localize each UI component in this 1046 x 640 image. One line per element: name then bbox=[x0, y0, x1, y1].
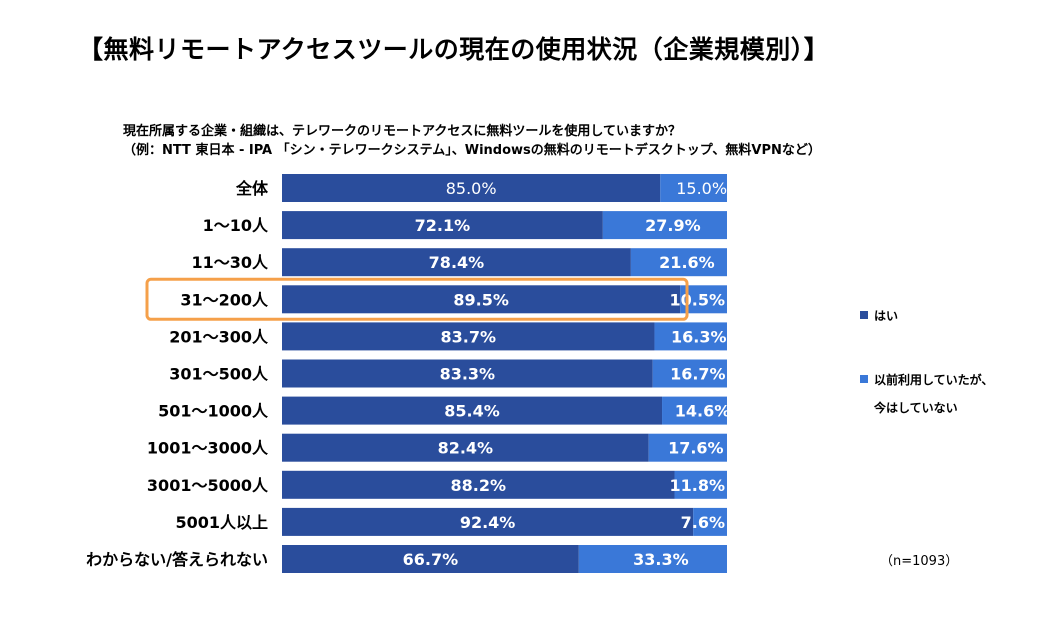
data-label-yes: 85.0% bbox=[446, 179, 497, 198]
data-label-formerly: 7.6% bbox=[681, 513, 725, 532]
data-label-yes: 72.1% bbox=[415, 216, 471, 235]
data-label-formerly: 17.6% bbox=[668, 439, 724, 458]
category-label: 全体 bbox=[235, 179, 269, 198]
category-label: 11～30人 bbox=[191, 253, 269, 272]
bar-segment-yes bbox=[282, 211, 603, 240]
survey-question-line-1: 現在所属する企業・組織は、テレワークのリモートアクセスに無料ツールを使用していま… bbox=[123, 124, 681, 139]
highlight-layer bbox=[145, 277, 689, 321]
data-label-formerly: 16.7% bbox=[670, 365, 726, 384]
bar-segment-yes bbox=[282, 507, 694, 536]
legend-label-formerly-line-2: 今はしていない bbox=[873, 400, 958, 415]
category-label: 3001～5000人 bbox=[147, 476, 269, 495]
bar-segment-yes bbox=[282, 433, 649, 462]
bar-segment-formerly bbox=[630, 248, 727, 277]
legend-swatch-formerly bbox=[860, 375, 868, 383]
bar-segment-yes bbox=[282, 545, 579, 573]
legend-label-formerly-line-1: 以前利用していたが、 bbox=[874, 372, 993, 387]
bar-segment-formerly bbox=[693, 507, 727, 536]
legend-label-yes: はい bbox=[874, 309, 898, 323]
bar-segment-formerly bbox=[648, 433, 727, 462]
bar-segment-formerly bbox=[652, 359, 727, 388]
bar-segment-formerly bbox=[654, 322, 727, 351]
category-label: 31～200人 bbox=[180, 290, 269, 309]
bar-segment-yes bbox=[282, 359, 653, 388]
category-label: 1～10人 bbox=[203, 216, 269, 235]
data-label-formerly: 16.3% bbox=[671, 327, 727, 346]
bar-segment-yes bbox=[282, 396, 663, 425]
labels-layer: 全体 85.0% 15.0% 1～10人 72.1% 27.9% 11～30人 78.4% 21… bbox=[86, 179, 730, 569]
bar-segment-formerly bbox=[602, 211, 727, 240]
category-label: 301～500人 bbox=[169, 365, 269, 384]
category-label: 1001～3000人 bbox=[147, 439, 269, 458]
data-label-yes: 88.2% bbox=[450, 476, 506, 495]
data-label-yes: 83.3% bbox=[440, 365, 496, 384]
category-label: 5001人以上 bbox=[175, 513, 268, 532]
bar-segment-formerly bbox=[662, 396, 727, 425]
bar-segment-yes bbox=[282, 248, 631, 277]
data-label-yes: 89.5% bbox=[453, 290, 509, 309]
page-title: 【無料リモートアクセスツールの現在の使用状況（企業規模別）】 bbox=[78, 35, 830, 64]
data-label-yes: 78.4% bbox=[429, 253, 485, 272]
highlight-box bbox=[145, 277, 689, 321]
data-label-formerly: 14.6% bbox=[675, 402, 731, 421]
bar-segment-yes bbox=[282, 470, 675, 499]
data-label-formerly: 15.0% bbox=[676, 179, 727, 198]
bar-segment-yes bbox=[282, 322, 655, 351]
data-label-formerly: 10.5% bbox=[669, 290, 725, 309]
sample-size-note: （n=1093） bbox=[880, 554, 958, 569]
bar-segment-yes bbox=[282, 285, 681, 314]
category-label: 501～1000人 bbox=[158, 402, 269, 421]
category-label: わからない/答えられない bbox=[86, 550, 268, 569]
survey-question-line-2: （例：NTT 東日本 - IPA 「シン・テレワークシステム」、Windowsの… bbox=[123, 143, 821, 158]
data-label-yes: 85.4% bbox=[444, 402, 500, 421]
data-label-yes: 92.4% bbox=[460, 513, 516, 532]
data-label-formerly: 33.3% bbox=[633, 550, 689, 569]
data-label-yes: 83.7% bbox=[440, 327, 496, 346]
bar-segment-formerly bbox=[578, 545, 727, 573]
legend: はい 以前利用していたが、 今はしていない bbox=[860, 309, 993, 415]
data-label-yes: 66.7% bbox=[403, 550, 459, 569]
data-label-formerly: 27.9% bbox=[645, 216, 701, 235]
bar-segment-yes bbox=[282, 174, 661, 202]
bar-segment-formerly bbox=[660, 174, 727, 202]
data-label-yes: 82.4% bbox=[438, 439, 494, 458]
data-label-formerly: 11.8% bbox=[669, 476, 725, 495]
legend-swatch-yes bbox=[860, 311, 868, 319]
category-label: 201～300人 bbox=[169, 327, 269, 346]
data-label-formerly: 21.6% bbox=[659, 253, 715, 272]
bar-segment-formerly bbox=[674, 470, 727, 499]
bars-layer bbox=[282, 174, 727, 573]
